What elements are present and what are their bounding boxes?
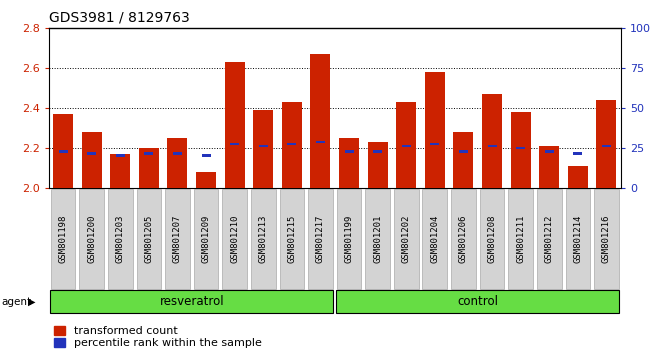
Bar (454, 132, 473, 188)
Text: GSM801215: GSM801215 (287, 215, 296, 263)
Bar (368, 142, 387, 188)
Bar (168, 138, 187, 188)
Bar (373, 150, 382, 153)
Text: GSM801200: GSM801200 (87, 215, 96, 263)
Bar (87, 153, 96, 155)
Bar (282, 102, 302, 188)
Bar (116, 154, 125, 157)
Bar (516, 147, 525, 149)
Text: GSM801204: GSM801204 (430, 215, 439, 263)
Bar (53, 114, 73, 188)
Text: GDS3981 / 8129763: GDS3981 / 8129763 (49, 11, 190, 25)
Text: GSM801206: GSM801206 (459, 215, 468, 263)
Text: GSM801209: GSM801209 (202, 215, 211, 263)
Bar (488, 144, 497, 147)
Bar (196, 172, 216, 188)
Text: GSM801216: GSM801216 (602, 215, 611, 263)
Text: GSM801217: GSM801217 (316, 215, 325, 263)
Bar (58, 150, 68, 153)
Bar (287, 143, 296, 145)
Bar (111, 154, 130, 188)
Bar (568, 166, 588, 188)
Bar (82, 132, 101, 188)
Bar (311, 54, 330, 188)
Text: agent: agent (1, 297, 31, 307)
Text: GSM801208: GSM801208 (488, 215, 497, 263)
Bar (597, 100, 616, 188)
Bar (230, 143, 239, 145)
Text: GSM801212: GSM801212 (545, 215, 554, 263)
Bar (430, 143, 439, 145)
Bar (540, 146, 559, 188)
Bar (259, 144, 268, 147)
Bar (173, 153, 182, 155)
Bar (425, 72, 445, 188)
Text: GSM801203: GSM801203 (116, 215, 125, 263)
Text: resveratrol: resveratrol (159, 295, 224, 308)
Bar (139, 148, 159, 188)
Bar (402, 144, 411, 147)
Text: GSM801202: GSM801202 (402, 215, 411, 263)
Bar (396, 102, 416, 188)
Legend: transformed count, percentile rank within the sample: transformed count, percentile rank withi… (55, 326, 262, 348)
Bar (144, 153, 153, 155)
Bar (545, 150, 554, 153)
Bar (225, 62, 244, 188)
Bar (254, 110, 273, 188)
Bar (459, 150, 468, 153)
Text: ▶: ▶ (28, 297, 36, 307)
Bar (344, 150, 354, 153)
Text: GSM801205: GSM801205 (144, 215, 153, 263)
Text: GSM801207: GSM801207 (173, 215, 182, 263)
Bar (339, 138, 359, 188)
Text: GSM801213: GSM801213 (259, 215, 268, 263)
Text: control: control (457, 295, 499, 308)
Text: GSM801201: GSM801201 (373, 215, 382, 263)
Bar (573, 153, 582, 155)
Text: GSM801198: GSM801198 (58, 215, 68, 263)
Bar (602, 144, 611, 147)
Bar (482, 94, 502, 188)
Text: GSM801210: GSM801210 (230, 215, 239, 263)
Text: GSM801211: GSM801211 (516, 215, 525, 263)
Bar (202, 154, 211, 157)
Text: GSM801199: GSM801199 (344, 215, 354, 263)
Bar (316, 141, 325, 143)
Text: GSM801214: GSM801214 (573, 215, 582, 263)
Bar (511, 112, 530, 188)
